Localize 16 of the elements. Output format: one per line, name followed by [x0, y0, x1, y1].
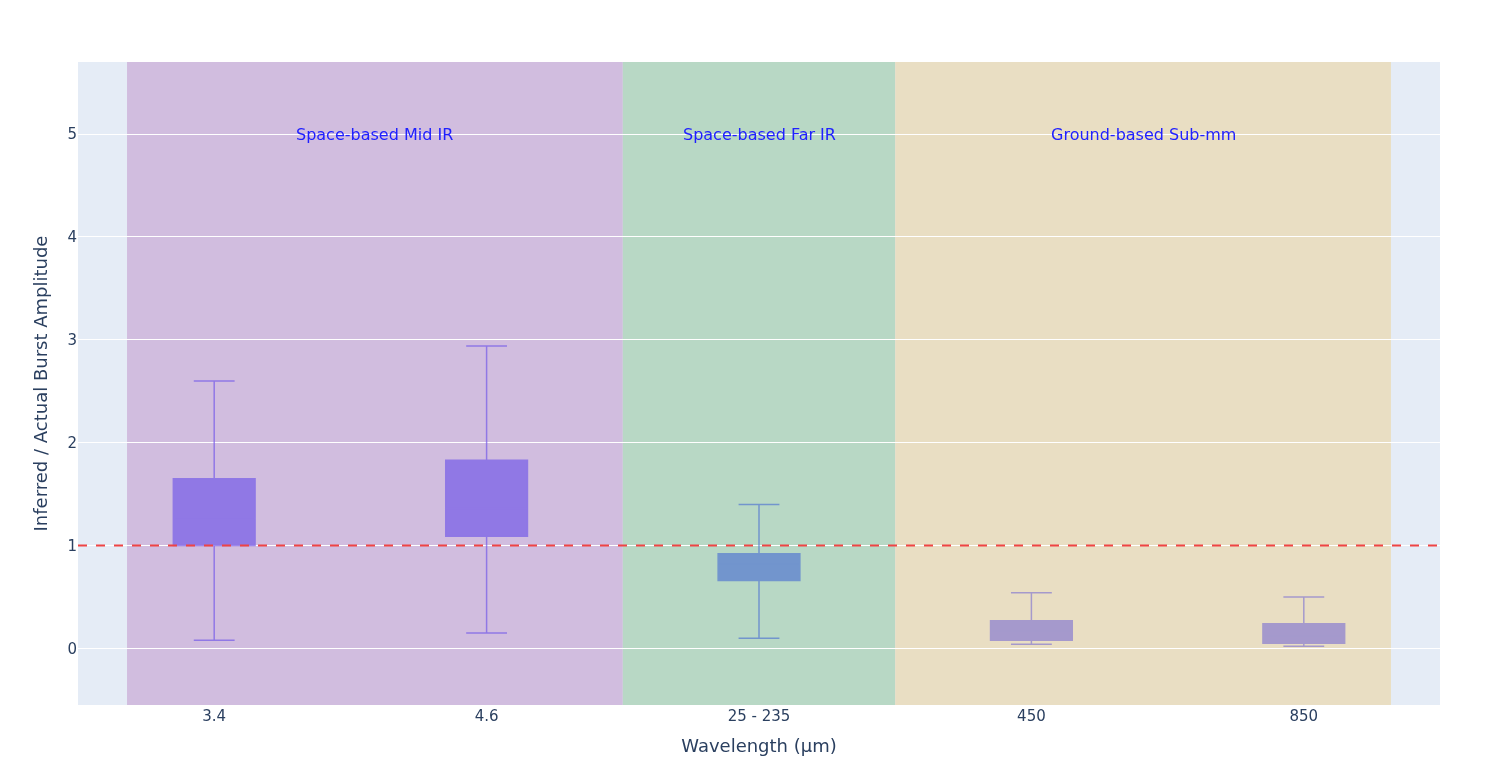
y-tick-label: 4: [67, 228, 77, 247]
x-axis-title: Wavelength (µm): [681, 735, 837, 757]
x-tick-label: 4.6: [474, 707, 499, 725]
band-label: Ground-based Sub-mm: [1051, 125, 1237, 144]
y-tick-label: 1: [67, 536, 77, 555]
x-tick-label: 3.4: [202, 707, 227, 725]
y-tick-label: 5: [67, 125, 77, 144]
x-tick-label: 850: [1289, 707, 1319, 725]
y-tick-label: 3: [67, 331, 77, 350]
y-tick-label: 0: [67, 639, 77, 658]
x-tick-label: 25 - 235: [727, 707, 791, 725]
band-label: Space-based Far IR: [683, 125, 836, 144]
band-label: Space-based Mid IR: [296, 125, 454, 144]
x-tick-label: 450: [1017, 707, 1046, 725]
y-axis-title: Inferred / Actual Burst Amplitude: [29, 235, 51, 532]
y-tick-label: 2: [67, 433, 77, 452]
